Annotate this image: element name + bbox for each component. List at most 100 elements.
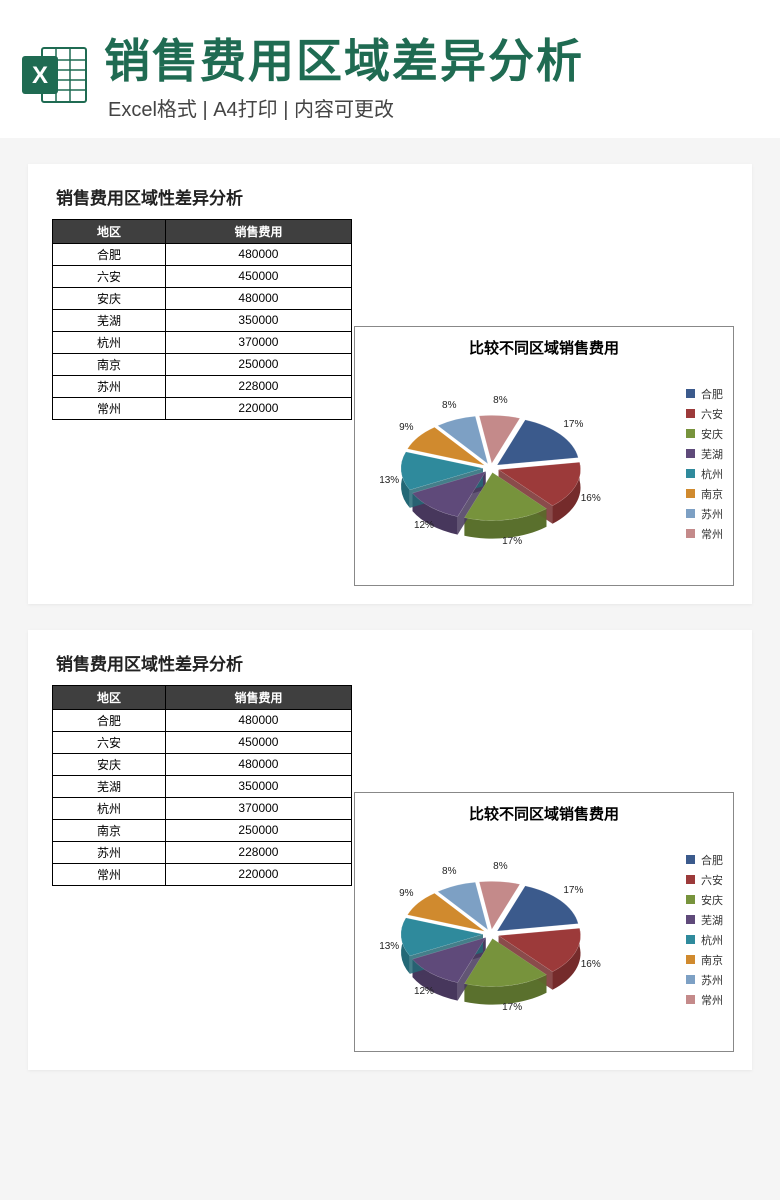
legend-item: 六安 — [686, 406, 723, 422]
cell-value: 250000 — [165, 819, 351, 841]
legend-swatch — [686, 955, 695, 964]
slice-pct-label: 13% — [379, 941, 399, 952]
legend-item: 合肥 — [686, 386, 723, 402]
legend-label: 南京 — [701, 486, 723, 502]
chart-legend: 合肥六安安庆芜湖杭州南京苏州常州 — [686, 852, 723, 1012]
legend-label: 六安 — [701, 406, 723, 422]
slice-pct-label: 17% — [563, 419, 583, 430]
legend-item: 苏州 — [686, 972, 723, 988]
slice-pct-label: 8% — [442, 400, 456, 411]
legend-swatch — [686, 489, 695, 498]
table-row: 合肥480000 — [53, 709, 352, 731]
legend-label: 苏州 — [701, 506, 723, 522]
report-panel-1: 销售费用区域性差异分析 地区销售费用 合肥480000六安450000安庆480… — [28, 164, 752, 604]
table-header-row: 地区销售费用 — [53, 219, 352, 243]
legend-swatch — [686, 509, 695, 518]
table-row: 常州220000 — [53, 863, 352, 885]
cell-region: 合肥 — [53, 243, 166, 265]
cell-region: 常州 — [53, 397, 166, 419]
legend-item: 常州 — [686, 992, 723, 1008]
legend-swatch — [686, 875, 695, 884]
cell-value: 250000 — [165, 353, 351, 375]
table-row: 芜湖350000 — [53, 309, 352, 331]
slice-pct-label: 17% — [502, 536, 522, 547]
svg-text:X: X — [32, 62, 48, 89]
cell-value: 480000 — [165, 709, 351, 731]
legend-swatch — [686, 855, 695, 864]
legend-item: 合肥 — [686, 852, 723, 868]
table-row: 苏州228000 — [53, 375, 352, 397]
page-header: X 销售费用区域差异分析 Excel格式 | A4打印 | 内容可更改 — [0, 0, 780, 138]
slice-pct-label: 9% — [399, 888, 413, 899]
cell-value: 220000 — [165, 863, 351, 885]
table-col-header: 销售费用 — [165, 219, 351, 243]
slice-pct-label: 17% — [563, 885, 583, 896]
slice-pct-label: 17% — [502, 1002, 522, 1013]
legend-label: 合肥 — [701, 386, 723, 402]
legend-item: 南京 — [686, 952, 723, 968]
table-row: 杭州370000 — [53, 331, 352, 353]
cell-region: 南京 — [53, 353, 166, 375]
table-col-header: 销售费用 — [165, 685, 351, 709]
slice-pct-label: 12% — [414, 520, 434, 531]
cell-value: 370000 — [165, 331, 351, 353]
chart-title: 比较不同区域销售费用 — [355, 327, 733, 358]
pie-chart: 比较不同区域销售费用 17%16%17%12%13%9%8%8% 合肥六安安庆芜… — [354, 792, 734, 1052]
table-body: 合肥480000六安450000安庆480000芜湖350000杭州370000… — [53, 709, 352, 885]
table-row: 安庆480000 — [53, 287, 352, 309]
cell-region: 苏州 — [53, 841, 166, 863]
legend-item: 常州 — [686, 526, 723, 542]
cell-value: 220000 — [165, 397, 351, 419]
legend-label: 南京 — [701, 952, 723, 968]
cell-value: 370000 — [165, 797, 351, 819]
legend-label: 常州 — [701, 992, 723, 1008]
table-row: 杭州370000 — [53, 797, 352, 819]
legend-swatch — [686, 389, 695, 398]
legend-swatch — [686, 449, 695, 458]
slice-pct-label: 8% — [493, 861, 507, 872]
legend-label: 安庆 — [701, 426, 723, 442]
legend-swatch — [686, 995, 695, 1004]
legend-label: 芜湖 — [701, 912, 723, 928]
table-col-header: 地区 — [53, 685, 166, 709]
chart-body: 17%16%17%12%13%9%8%8% 合肥六安安庆芜湖杭州南京苏州常州 — [355, 358, 733, 578]
data-table: 地区销售费用 合肥480000六安450000安庆480000芜湖350000杭… — [52, 685, 352, 886]
slice-pct-label: 13% — [379, 475, 399, 486]
cell-region: 杭州 — [53, 331, 166, 353]
cell-region: 合肥 — [53, 709, 166, 731]
legend-item: 芜湖 — [686, 912, 723, 928]
table-title: 销售费用区域性差异分析 — [56, 650, 736, 675]
legend-swatch — [686, 469, 695, 478]
legend-swatch — [686, 429, 695, 438]
legend-item: 六安 — [686, 872, 723, 888]
table-row: 六安450000 — [53, 265, 352, 287]
header-text: 销售费用区域差异分析 Excel格式 | A4打印 | 内容可更改 — [104, 36, 760, 122]
legend-label: 苏州 — [701, 972, 723, 988]
cell-region: 杭州 — [53, 797, 166, 819]
legend-item: 杭州 — [686, 932, 723, 948]
legend-item: 杭州 — [686, 466, 723, 482]
data-table: 地区销售费用 合肥480000六安450000安庆480000芜湖350000杭… — [52, 219, 352, 420]
chart-body: 17%16%17%12%13%9%8%8% 合肥六安安庆芜湖杭州南京苏州常州 — [355, 824, 733, 1044]
legend-item: 苏州 — [686, 506, 723, 522]
legend-label: 常州 — [701, 526, 723, 542]
legend-item: 芜湖 — [686, 446, 723, 462]
cell-value: 450000 — [165, 265, 351, 287]
slice-pct-label: 8% — [442, 866, 456, 877]
legend-label: 杭州 — [701, 932, 723, 948]
legend-label: 杭州 — [701, 466, 723, 482]
table-header-row: 地区销售费用 — [53, 685, 352, 709]
slice-pct-label: 12% — [414, 986, 434, 997]
cell-region: 六安 — [53, 265, 166, 287]
slice-pct-label: 16% — [581, 493, 601, 504]
subtitle: Excel格式 | A4打印 | 内容可更改 — [104, 93, 760, 122]
legend-label: 芜湖 — [701, 446, 723, 462]
legend-item: 安庆 — [686, 892, 723, 908]
chart-title: 比较不同区域销售费用 — [355, 793, 733, 824]
cell-value: 480000 — [165, 243, 351, 265]
cell-value: 450000 — [165, 731, 351, 753]
slice-pct-label: 9% — [399, 422, 413, 433]
pie-chart: 比较不同区域销售费用 17%16%17%12%13%9%8%8% 合肥六安安庆芜… — [354, 326, 734, 586]
cell-value: 350000 — [165, 309, 351, 331]
table-col-header: 地区 — [53, 219, 166, 243]
